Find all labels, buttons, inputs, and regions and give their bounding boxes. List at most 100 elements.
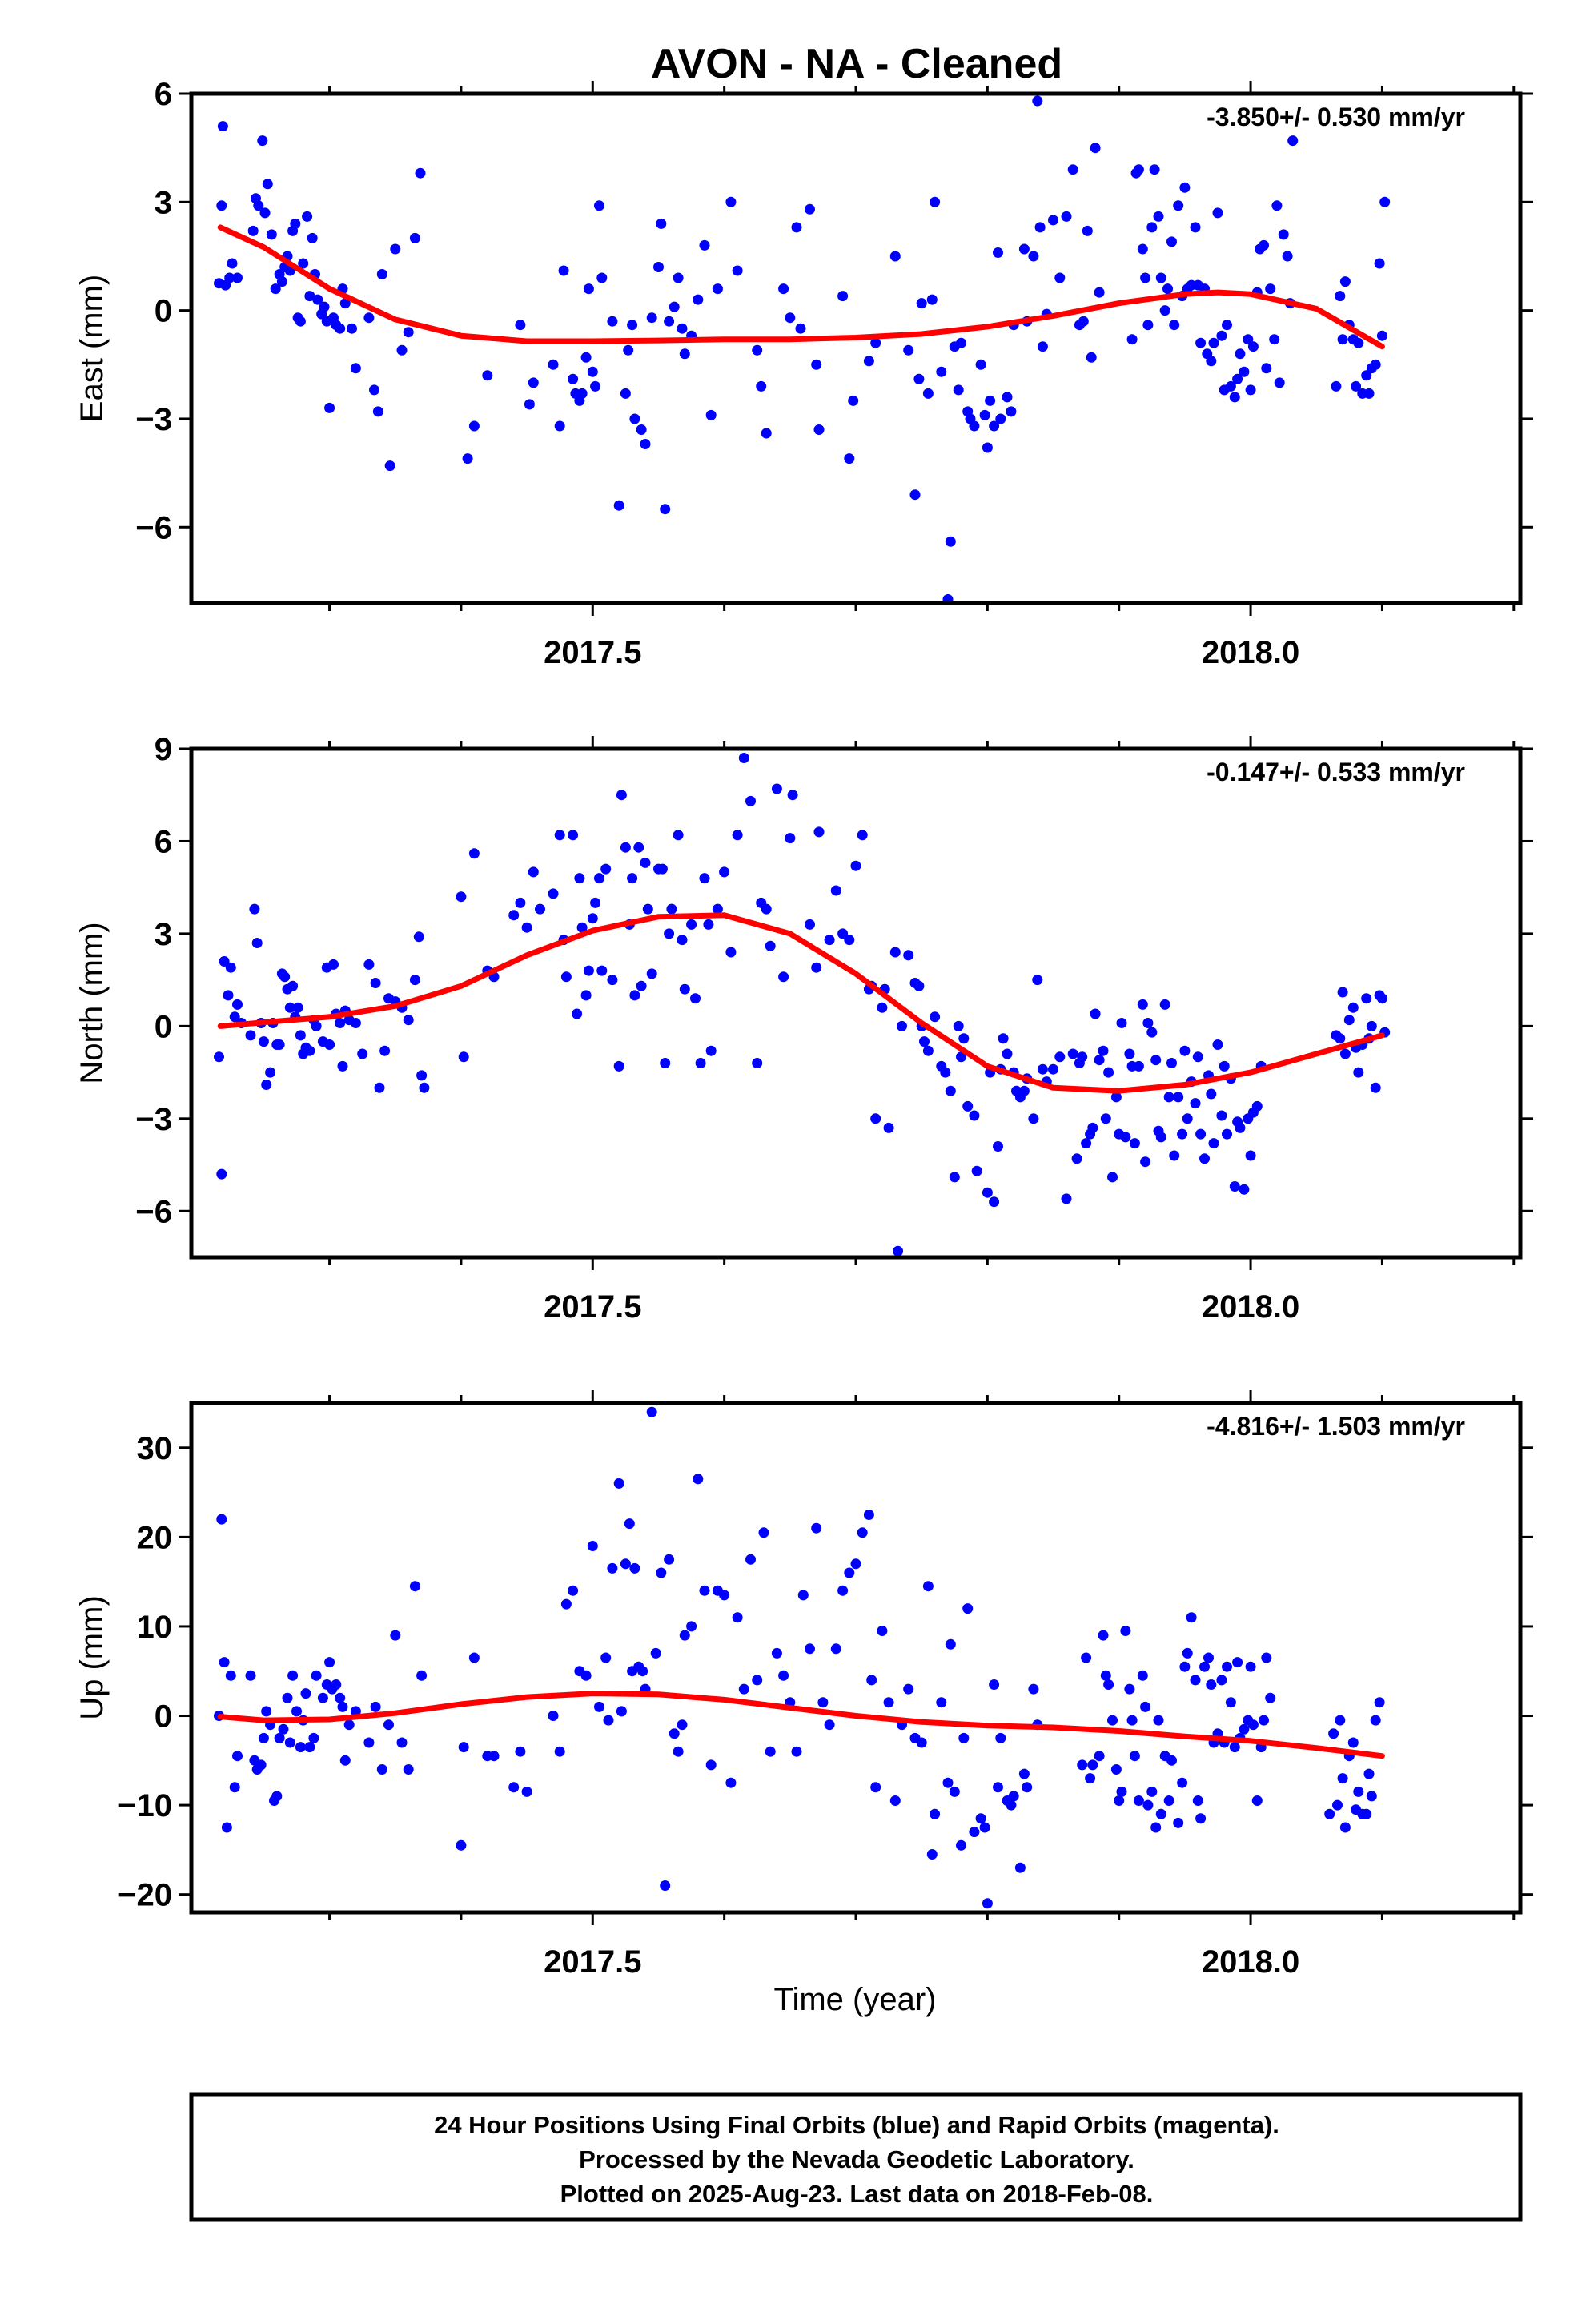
east-data-point (1247, 341, 1259, 352)
east-data-point (979, 409, 990, 420)
up-data-point (620, 1558, 631, 1570)
east-data-point (1232, 373, 1243, 384)
east-data-point (302, 211, 313, 222)
east-data-point (396, 344, 408, 356)
up-data-point (870, 1782, 881, 1793)
east-data-point (620, 388, 631, 399)
north-data-point (607, 975, 618, 986)
east-data-point (646, 312, 657, 324)
north-data-point (695, 1058, 706, 1068)
north-data-point (642, 903, 653, 915)
north-data-point (805, 919, 815, 930)
north-data-point (656, 863, 668, 875)
east-data-point (1018, 243, 1030, 255)
north-data-point (761, 903, 772, 915)
north-data-point (596, 965, 608, 976)
east-data-point (1032, 95, 1043, 107)
north-data-point (363, 959, 375, 970)
east-data-point (583, 283, 594, 295)
east-data-point (956, 337, 966, 348)
north-data-point (583, 965, 594, 976)
east-data-point (677, 323, 688, 334)
north-data-point (1216, 1110, 1227, 1121)
north-data-point (962, 1100, 974, 1112)
east-data-point (1353, 337, 1364, 348)
north-data-point (1337, 987, 1348, 998)
up-data-point (245, 1670, 256, 1681)
up-data-point (926, 1849, 938, 1860)
east-data-point (1361, 370, 1372, 381)
east-data-point (270, 283, 281, 295)
up-data-point (1347, 1737, 1359, 1748)
north-data-point (1335, 1033, 1346, 1044)
north-data-point (219, 956, 230, 967)
east-data-point (384, 460, 396, 472)
east-data-point (1162, 283, 1173, 295)
up-data-point (969, 1827, 980, 1838)
up-data-point (1190, 1675, 1201, 1686)
east-data-point (1235, 348, 1246, 360)
up-data-point (1261, 1652, 1272, 1663)
up-data-point (942, 1777, 954, 1788)
east-data-point (705, 409, 717, 420)
east-data-point (247, 225, 259, 236)
east-data-point (679, 348, 690, 360)
up-data-point (1203, 1652, 1214, 1663)
north-data-point (1124, 1048, 1135, 1059)
north-data-point (969, 1110, 980, 1121)
east-data-point (594, 200, 604, 211)
chart-title: AVON - NA - Cleaned (651, 41, 1062, 87)
east-data-point (732, 265, 743, 276)
north-data-point (576, 922, 588, 933)
east-data-point (1179, 182, 1191, 193)
north-data-point (1103, 1067, 1114, 1078)
north-data-point (1110, 1092, 1122, 1103)
north-data-point (903, 950, 914, 961)
north-data-point (1222, 1128, 1232, 1140)
north-data-point (245, 1030, 256, 1041)
up-data-point (664, 1554, 675, 1565)
north-data-point (686, 919, 697, 930)
up-data-point (1337, 1773, 1348, 1784)
north-data-point (1048, 1063, 1058, 1075)
east-data-point (1028, 251, 1039, 262)
north-data-point (1182, 1113, 1193, 1124)
east-data-point (813, 424, 825, 435)
up-data-point (225, 1670, 236, 1681)
up-data-point (844, 1567, 855, 1578)
north-data-point (249, 903, 260, 915)
east-data-point (524, 399, 535, 410)
east-data-point (1337, 334, 1348, 345)
north-data-point (998, 1033, 1009, 1044)
up-data-point (1110, 1764, 1122, 1775)
east-data-point (1048, 215, 1058, 226)
north-data-point (468, 848, 480, 859)
east-data-point (1037, 341, 1048, 352)
up-data-point (1028, 1683, 1039, 1695)
north-data-point (225, 962, 236, 973)
up-data-point (1328, 1728, 1339, 1739)
up-data-point (1206, 1679, 1217, 1690)
up-data-point (1251, 1795, 1263, 1806)
north-fit-line (217, 912, 1385, 1094)
east-data-point (1173, 200, 1184, 211)
north-data-point (813, 826, 825, 838)
up-data-point (390, 1630, 401, 1641)
up-data-point (1107, 1715, 1118, 1726)
up-data-point (229, 1782, 240, 1793)
up-data-point (778, 1670, 789, 1681)
up-data-point (1142, 1799, 1154, 1811)
up-data-point (1094, 1751, 1105, 1762)
panel-north: 2017.5 2018.0 9 6 3 0 −3 −6 North (mm) -0.147+/- … (74, 732, 1533, 1325)
up-data-point (1179, 1661, 1191, 1672)
up-data-point (889, 1795, 901, 1806)
east-data-point (673, 272, 684, 283)
up-data-point (646, 1406, 657, 1417)
up-data-point (219, 1657, 230, 1668)
east-data-point (903, 344, 914, 356)
north-data-point (515, 897, 526, 908)
footer-box: 24 Hour Positions Using Final Orbits (bl… (189, 2092, 1523, 2222)
up-data-point (416, 1670, 428, 1681)
north-data-point (560, 971, 572, 983)
east-data-point (266, 229, 277, 240)
